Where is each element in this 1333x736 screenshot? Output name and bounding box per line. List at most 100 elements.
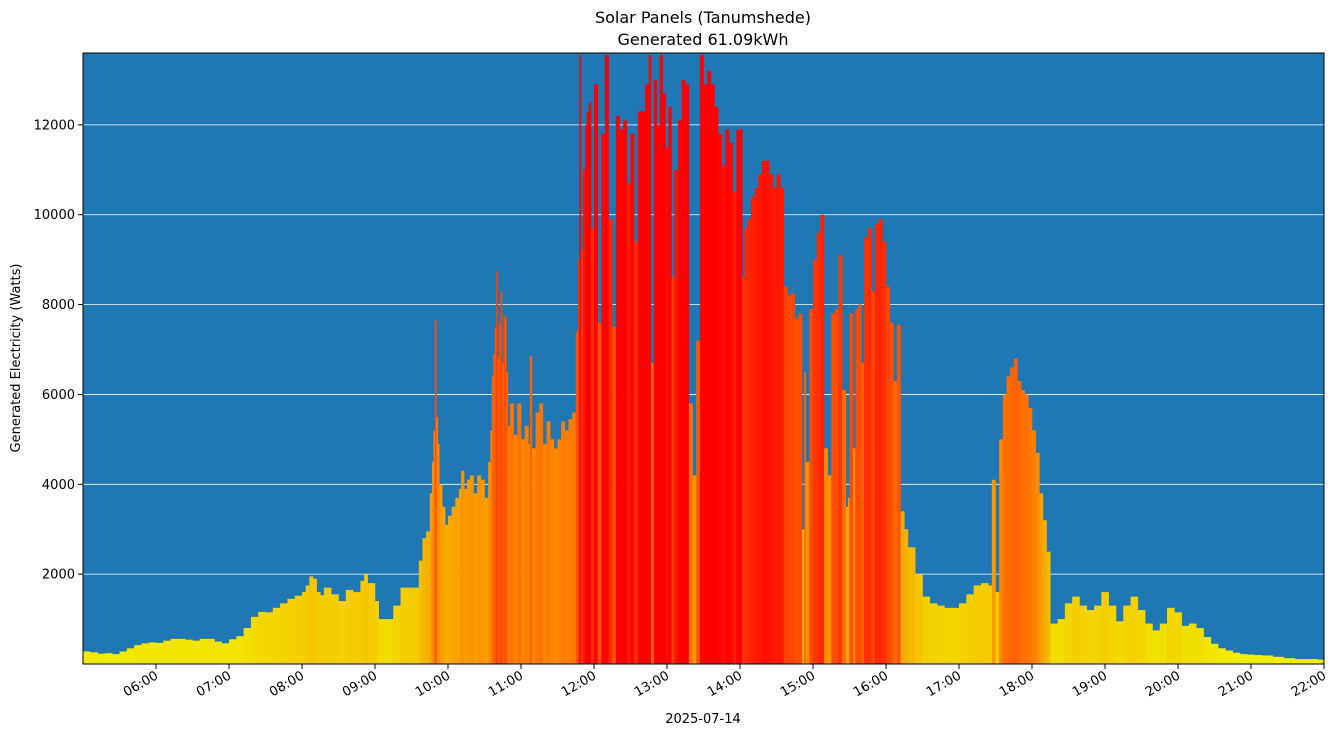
power-bar [580,250,584,664]
power-bar [696,340,701,664]
power-bar [804,371,806,664]
power-bar [572,412,577,664]
power-bar [1167,607,1175,664]
power-bar [1322,659,1325,664]
x-tick-label: 11:00 [486,668,526,700]
power-bar [834,309,839,664]
power-bar [119,651,128,664]
power-bar [721,165,726,664]
power-bar [104,653,113,664]
power-bar [827,475,832,664]
power-bar [539,403,544,664]
power-bar [838,255,843,665]
power-bar [875,223,879,664]
power-bar [710,84,715,664]
power-bar [634,241,639,664]
power-bar [360,580,365,664]
y-tick-label: 8000 [42,298,75,313]
power-bar [630,133,635,664]
power-bar [490,430,493,664]
power-bar [134,645,142,664]
x-axis-label: 2025-07-14 [665,712,741,727]
power-bar [845,506,849,664]
x-tick-label: 22:00 [1289,668,1329,700]
power-bar [604,55,609,664]
power-bar [601,133,606,664]
plot-frame [82,52,1325,665]
power-bar [619,129,624,665]
power-bar [236,636,244,664]
power-bar [1101,592,1109,664]
power-bar [1064,603,1073,664]
power-bar [1174,612,1182,664]
x-tick-label: 18:00 [997,668,1037,700]
x-tick-label: 09:00 [340,668,380,700]
power-bar [1261,655,1274,664]
power-bar [553,448,558,664]
power-bar [656,124,660,664]
power-bar [725,129,730,665]
power-bar [820,214,825,665]
power-bar [641,111,646,664]
power-bar [761,160,766,664]
power-bar [608,219,613,665]
power-bar [542,443,547,664]
power-bar [461,470,465,664]
x-tick-label: 12:00 [559,668,599,700]
power-bar [258,611,266,664]
power-bar [400,587,409,665]
power-bar [674,169,679,664]
power-bar [488,461,491,664]
power-bar [477,475,482,664]
power-bar [469,475,474,664]
power-bar [1152,630,1161,664]
power-bar [1145,623,1153,664]
power-bar [221,643,230,664]
power-bar [535,412,540,664]
power-bar [864,237,869,664]
power-bar [480,479,485,664]
power-bar [637,111,642,664]
power-bar [426,531,431,664]
power-bar [1305,659,1317,664]
power-bar [577,259,580,664]
power-bar [229,639,237,664]
power-bar [991,479,996,664]
power-bar [626,183,631,665]
power-bar [736,129,741,665]
power-bar [665,147,669,665]
power-bar [1130,596,1139,664]
power-bar [772,187,777,664]
power-bar [561,421,566,664]
power-bar [112,654,120,664]
power-bar [988,585,993,664]
power-bar [1196,628,1204,664]
power-bar [294,595,303,664]
power-bar [1203,637,1212,664]
power-bar [929,603,938,664]
power-bar [586,111,590,664]
power-bar [464,488,468,664]
power-bar [1232,652,1241,664]
power-bar [484,497,489,664]
power-bar [783,286,788,664]
power-bar [591,228,595,664]
power-bar [831,313,836,664]
power-bar [703,84,708,664]
power-bar [529,356,533,664]
y-tick-label: 2000 [42,568,75,583]
power-bar [496,270,498,664]
power-bar [787,295,792,664]
power-bar [546,421,551,664]
power-bar [528,443,531,664]
power-bar [177,638,186,664]
power-bar [1028,407,1033,664]
power-bar [740,129,743,665]
power-bar [436,416,439,664]
y-tick-label: 12000 [34,118,75,133]
power-bar [557,439,562,664]
power-bar [1006,376,1011,664]
power-bar [531,448,536,664]
power-bar [889,322,894,664]
power-bar [922,596,931,664]
